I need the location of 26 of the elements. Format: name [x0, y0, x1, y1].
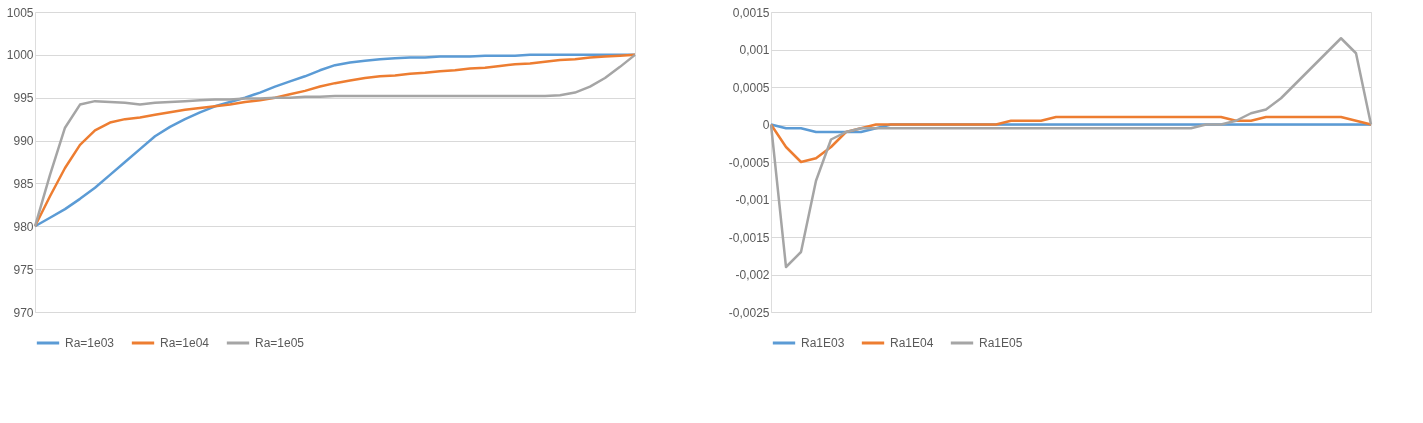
y-tick-label: 0,001	[739, 43, 770, 57]
legend-label: Ra=1e03	[65, 336, 115, 350]
y-tick-label: -0,0015	[728, 230, 770, 245]
y-tick-label: 0,0005	[732, 80, 770, 95]
y-tick-label: -0,0025	[728, 305, 770, 320]
y-tick-label: 995	[13, 91, 34, 106]
line-series	[769, 37, 1373, 269]
y-tick-label: 980	[13, 219, 34, 234]
legend-label: Ra=1e04	[160, 336, 210, 350]
y-tick-label: 990	[13, 134, 34, 149]
y-tick-label: 975	[13, 262, 34, 277]
y-tick-label: 1000	[6, 48, 34, 63]
y-tick-label: 0	[762, 118, 770, 132]
legend-label: Ra=1e05	[255, 336, 305, 350]
y-tick-label: 985	[13, 176, 34, 191]
legend-label: Ra1E05	[979, 336, 1023, 350]
line-series	[33, 53, 637, 228]
y-tick-label: 0,0015	[732, 5, 770, 20]
legend-label: Ra1E04	[890, 336, 934, 350]
y-tick-label: -0,0005	[728, 155, 770, 170]
line-series	[769, 115, 1373, 164]
y-tick-label: 1005	[6, 5, 34, 20]
y-tick-label: -0,001	[735, 193, 770, 207]
legend-label: Ra1E03	[801, 336, 845, 350]
y-tick-label: -0,002	[735, 268, 770, 282]
y-tick-label: 970	[13, 305, 34, 320]
